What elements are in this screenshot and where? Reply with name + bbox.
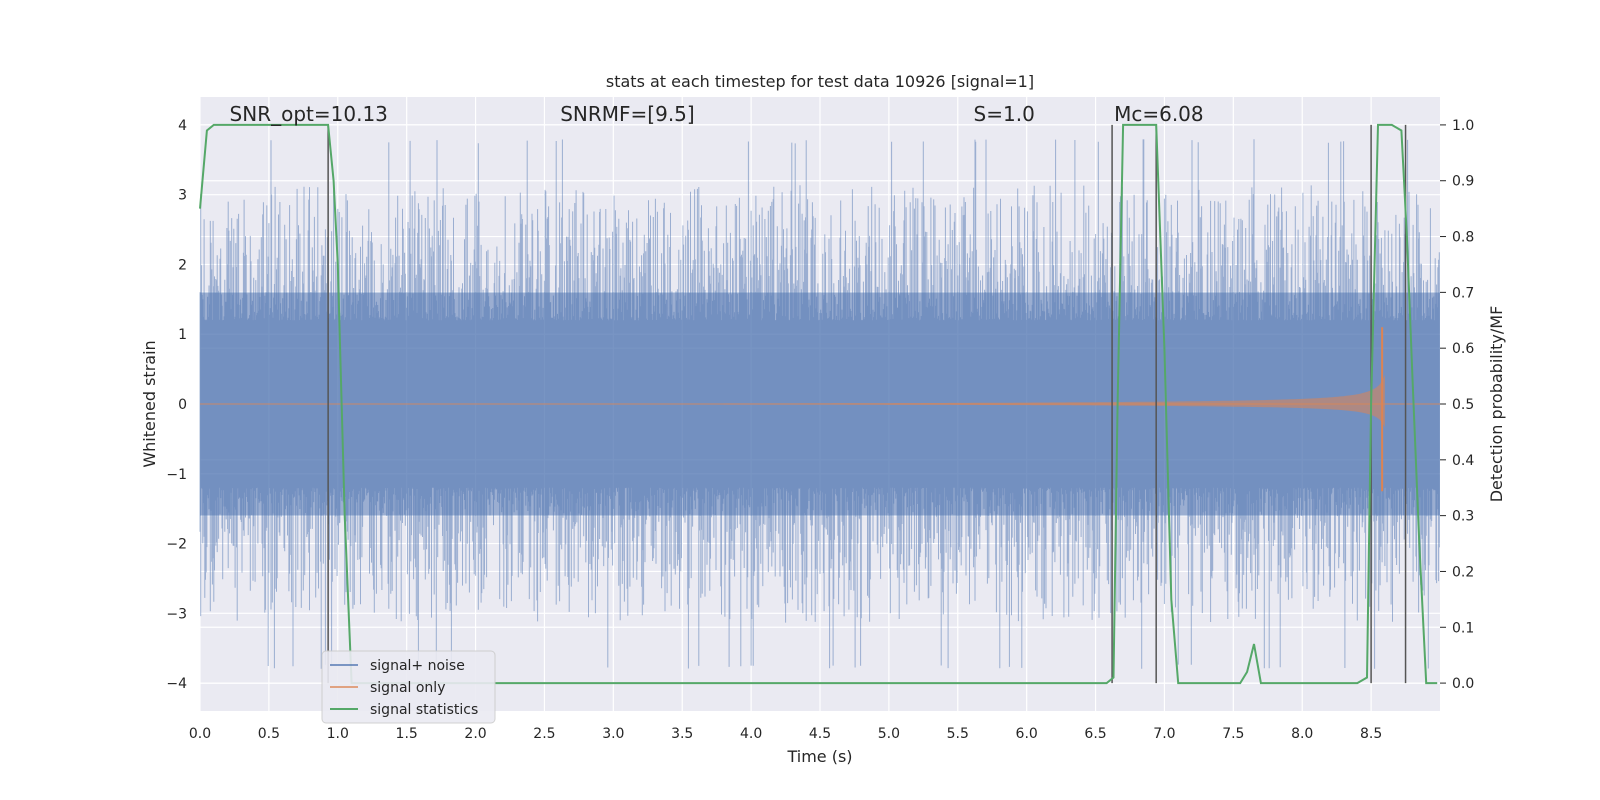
signal-only-series xyxy=(200,327,1440,492)
signal-envelope xyxy=(723,374,1385,428)
legend-label: signal+ noise xyxy=(370,658,465,674)
annotation: SNRMF=[9.5] xyxy=(560,102,694,126)
y-right-tick-label: 0.8 xyxy=(1452,230,1474,246)
y-tick-label: 3 xyxy=(178,188,187,204)
y-tick-label: −3 xyxy=(166,606,187,622)
y-tick-label: −2 xyxy=(166,537,187,553)
x-tick-label: 2.5 xyxy=(533,726,555,742)
x-tick-label: 7.0 xyxy=(1153,726,1175,742)
x-tick-label: 7.5 xyxy=(1222,726,1244,742)
legend-box xyxy=(321,650,496,724)
y-right-axis-label: Detection probability/MF xyxy=(1487,306,1506,503)
y-right-tick-label: 0.9 xyxy=(1452,174,1474,190)
x-tick-label: 5.5 xyxy=(947,726,969,742)
x-tick-label: 8.5 xyxy=(1360,726,1382,742)
chart-title: stats at each timestep for test data 109… xyxy=(606,72,1034,91)
y-right-tick-label: 0.6 xyxy=(1452,341,1474,357)
y-tick-label: −1 xyxy=(166,467,187,483)
x-tick-label: 5.0 xyxy=(878,726,900,742)
x-tick-label: 1.0 xyxy=(327,726,349,742)
y-right-tick-label: 0.5 xyxy=(1452,397,1474,413)
signal-statistics-line xyxy=(199,123,1438,685)
y-tick-label: 2 xyxy=(178,257,187,273)
x-tick-label: 8.0 xyxy=(1291,726,1313,742)
annotation: SNR_opt=10.13 xyxy=(230,102,388,126)
y-right-tick-label: 0.7 xyxy=(1452,285,1474,301)
x-tick-label: 4.0 xyxy=(740,726,762,742)
y-right-tick-label: 0.3 xyxy=(1452,509,1474,525)
y-right-tick-label: 0.0 xyxy=(1452,676,1474,692)
x-tick-label: 0.0 xyxy=(189,726,211,742)
y-tick-label: −4 xyxy=(166,676,187,692)
x-axis-ticks: 0.0 0.5 1.0 1.5 2.0 2.5 3.0 3.5 4.0 4.5 5.0 5.5 6.0 6… xyxy=(189,726,1382,742)
legend: signal+ noise signal only signal statistic… xyxy=(321,650,496,724)
y-right-axis-ticks: 0.0 0.1 0.2 0.3 0.4 0.5 0.6 0.7 0.8 0.9 1.0 xyxy=(1440,118,1474,692)
x-tick-label: 6.0 xyxy=(1016,726,1038,742)
y-right-tick-label: 0.4 xyxy=(1452,453,1474,469)
legend-label: signal statistics xyxy=(370,702,478,718)
x-tick-label: 6.5 xyxy=(1084,726,1106,742)
annotation: S=1.0 xyxy=(974,102,1035,126)
y-right-tick-label: 0.1 xyxy=(1452,620,1474,636)
x-tick-label: 3.5 xyxy=(671,726,693,742)
x-tick-label: 4.5 xyxy=(809,726,831,742)
y-axis-label: Whitened strain xyxy=(140,340,159,467)
y-axis-ticks: −4 −3 −2 −1 0 1 2 3 4 xyxy=(166,118,187,692)
x-tick-label: 1.5 xyxy=(396,726,418,742)
annotation: Mc=6.08 xyxy=(1114,102,1204,126)
annotations: SNR_opt=10.13 SNRMF=[9.5] S=1.0 Mc=6.08 xyxy=(230,102,1204,126)
y-tick-label: 1 xyxy=(178,327,187,343)
y-tick-label: 0 xyxy=(178,397,187,413)
x-axis-label: Time (s) xyxy=(786,747,852,766)
x-tick-label: 3.0 xyxy=(602,726,624,742)
legend-label: signal only xyxy=(370,680,445,696)
y-right-tick-label: 1.0 xyxy=(1452,118,1474,134)
x-tick-label: 2.0 xyxy=(464,726,486,742)
y-tick-label: 4 xyxy=(178,118,187,134)
y-right-tick-label: 0.2 xyxy=(1452,564,1474,580)
x-tick-label: 0.5 xyxy=(258,726,280,742)
